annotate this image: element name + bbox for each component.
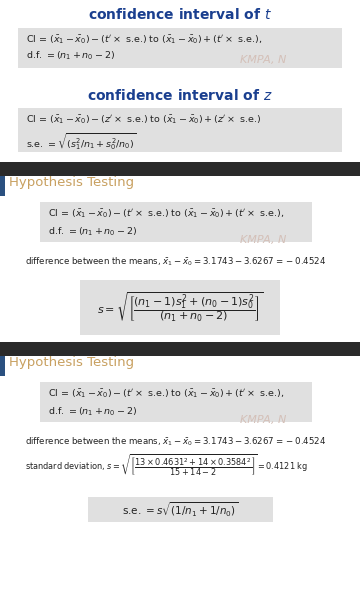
Bar [40, 202, 312, 242]
Text: CI = $(\bar{x}_1 - \bar{x}_0) - (t' \times$ s.e.) to $(\bar{x}_1 - \bar{x}_0) + : CI = $(\bar{x}_1 - \bar{x}_0) - (t' \tim… [26, 33, 262, 45]
Bar [18, 108, 342, 152]
Text: difference between the means, $\bar{x}_1 - \bar{x}_0 = 3.1743 - 3.6267 = -0.4524: difference between the means, $\bar{x}_1… [25, 255, 326, 268]
Text: KMPA, N: KMPA, N [240, 415, 286, 425]
Text: KMPA, N: KMPA, N [240, 235, 286, 245]
Text: s.e. $= s\sqrt{(1/n_1 + 1/n_0)}$: s.e. $= s\sqrt{(1/n_1 + 1/n_0)}$ [122, 500, 238, 519]
Text: standard deviation, $s = \sqrt{\left[\dfrac{13 \times 0.4631^2 + 14 \times 0.358: standard deviation, $s = \sqrt{\left[\df… [25, 452, 308, 478]
Text: d.f. $= (n_1 + n_0 - 2)$: d.f. $= (n_1 + n_0 - 2)$ [48, 405, 137, 417]
Text: CI = $(\bar{x}_1 - \bar{x}_0) - (z' \times$ s.e.) to $(\bar{x}_1 - \bar{x}_0) + : CI = $(\bar{x}_1 - \bar{x}_0) - (z' \tim… [26, 113, 261, 125]
Text: CI = $(\bar{x}_1 - \bar{x}_0) - (t' \times$ s.e.) to $(\bar{x}_1 - \bar{x}_0) + : CI = $(\bar{x}_1 - \bar{x}_0) - (t' \tim… [48, 207, 284, 219]
Text: confidence interval of $\mathit{t}$: confidence interval of $\mathit{t}$ [88, 7, 272, 22]
Text: d.f. $= (n_1 + n_0 - 2)$: d.f. $= (n_1 + n_0 - 2)$ [48, 225, 137, 238]
Bar [40, 382, 312, 422]
Text: Hypothesis Testing: Hypothesis Testing [9, 356, 134, 369]
Bar [0, 162, 360, 176]
Text: s.e. $= \sqrt{(s_1^2/n_1 + s_0^2/n_0)}$: s.e. $= \sqrt{(s_1^2/n_1 + s_0^2/n_0)}$ [26, 131, 136, 151]
Text: Hypothesis Testing: Hypothesis Testing [9, 176, 134, 189]
Text: d.f. $= (n_1 + n_0 - 2)$: d.f. $= (n_1 + n_0 - 2)$ [26, 50, 115, 63]
Text: CI = $(\bar{x}_1 - \bar{x}_0) - (t' \times$ s.e.) to $(\bar{x}_1 - \bar{x}_0) + : CI = $(\bar{x}_1 - \bar{x}_0) - (t' \tim… [48, 387, 284, 400]
Bar [0, 176, 5, 196]
Text: KMPA, N: KMPA, N [240, 55, 286, 65]
Bar [87, 497, 273, 522]
Bar [80, 280, 280, 335]
Text: confidence interval of $\mathit{z}$: confidence interval of $\mathit{z}$ [87, 88, 273, 103]
Bar [18, 28, 342, 68]
Bar [0, 356, 5, 376]
Text: difference between the means, $\bar{x}_1 - \bar{x}_0 = 3.1743 - 3.6267 = -0.4524: difference between the means, $\bar{x}_1… [25, 435, 326, 447]
Text: $s = \sqrt{\left[\dfrac{(n_1 - 1)s_1^2 + (n_0 - 1)s_0^2}{(n_1 + n_0 - 2)}\right]: $s = \sqrt{\left[\dfrac{(n_1 - 1)s_1^2 +… [97, 291, 263, 324]
Bar [0, 342, 360, 356]
